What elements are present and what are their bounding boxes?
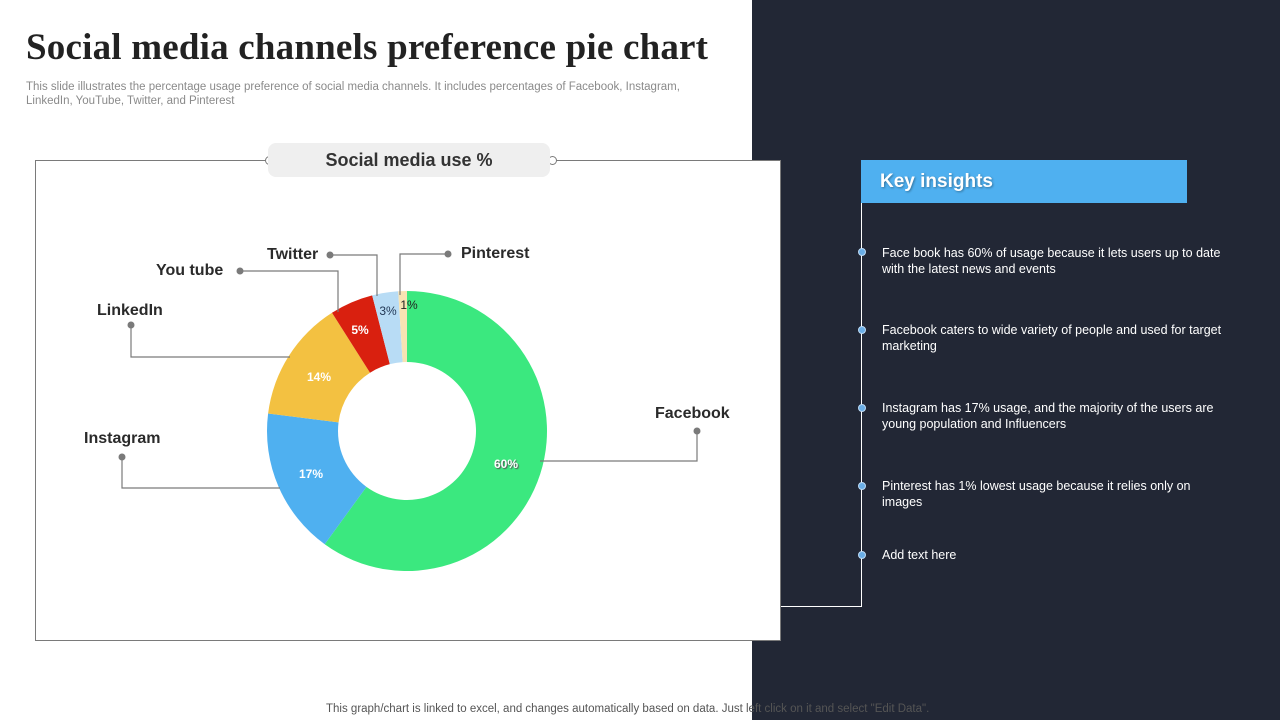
leader-youtube — [240, 270, 339, 312]
insight-4: Pinterest has 1% lowest usage because it… — [882, 479, 1191, 509]
insight-bullet-1 — [858, 248, 866, 256]
value-youtube: 5% — [351, 323, 369, 337]
page-title: Social media channels preference pie cha… — [26, 27, 709, 68]
insight-bullet-3 — [858, 404, 866, 412]
value-labels: 60% 17% 14% 5% 3% 1% — [299, 298, 518, 481]
slice-twitter[interactable] — [372, 291, 403, 365]
leader-facebook — [540, 431, 698, 462]
insight-1: Face book has 60% of usage because it le… — [882, 246, 1221, 276]
insight-bullet-2 — [858, 326, 866, 334]
insight-bullet-4 — [858, 482, 866, 490]
dot-facebook — [693, 427, 701, 435]
donut-slices[interactable] — [267, 291, 547, 571]
insight-2: Facebook caters to wide variety of peopl… — [882, 323, 1222, 353]
label-linkedin: LinkedIn — [97, 302, 163, 319]
page-subtitle: This slide illustrates the percentage us… — [26, 81, 680, 107]
slice-linkedin[interactable] — [268, 312, 371, 423]
leader-dots — [118, 250, 701, 461]
leader-linkedin — [130, 325, 290, 358]
value-facebook: 60% — [494, 457, 518, 471]
slice-instagram[interactable] — [267, 413, 367, 545]
dot-pinterest — [444, 250, 452, 258]
title-connector-left — [35, 160, 269, 161]
dot-instagram — [118, 453, 126, 461]
insight-3: Instagram has 17% usage, and the majorit… — [882, 401, 1214, 431]
leader-pinterest — [399, 253, 448, 295]
label-twitter: Twitter — [267, 246, 319, 263]
dot-linkedin — [127, 321, 135, 329]
label-instagram: Instagram — [84, 430, 161, 447]
value-pinterest: 1% — [400, 298, 418, 312]
footer-note: This graph/chart is linked to excel, and… — [326, 703, 930, 715]
slice-facebook[interactable] — [324, 291, 547, 571]
leader-lines — [121, 253, 698, 489]
value-instagram: 17% — [299, 467, 323, 481]
label-pinterest: Pinterest — [461, 245, 530, 262]
value-twitter: 3% — [379, 304, 397, 318]
title-connector-right — [551, 160, 781, 161]
slice-pinterest[interactable] — [398, 291, 407, 363]
insights-connector — [781, 606, 862, 607]
insight-5[interactable]: Add text here — [882, 548, 957, 562]
key-insights-header: Key insights — [861, 160, 1187, 203]
dark-side-panel — [752, 0, 1280, 720]
dot-twitter — [326, 251, 334, 259]
leader-instagram — [121, 457, 280, 489]
dot-youtube — [236, 267, 244, 275]
value-linkedin: 14% — [307, 370, 331, 384]
slice-you-tube[interactable] — [331, 295, 390, 373]
label-facebook: Facebook — [655, 405, 730, 422]
chart-title: Social media use % — [268, 143, 550, 177]
insight-bullet-5 — [858, 551, 866, 559]
label-youtube: You tube — [156, 262, 224, 279]
leader-twitter — [330, 254, 378, 296]
